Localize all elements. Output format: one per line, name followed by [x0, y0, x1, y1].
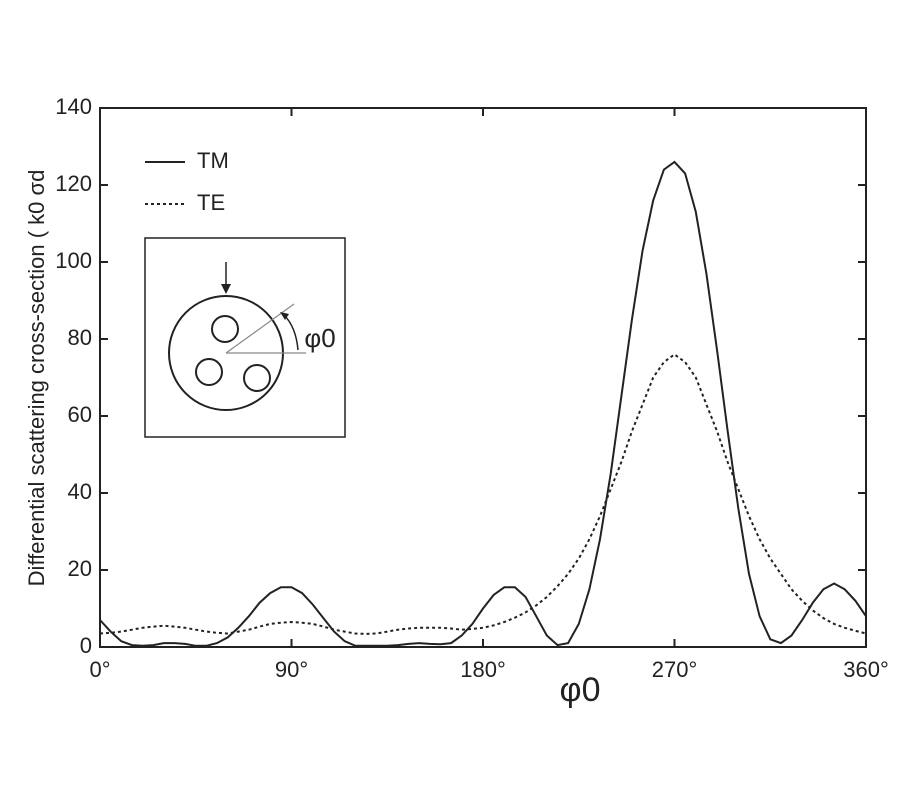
inset-angle-label: φ0 [304, 323, 335, 353]
rod [195, 358, 223, 386]
y-tick-label: 120 [55, 171, 92, 196]
series-line [99, 353, 867, 635]
x-tick-label: 0° [89, 657, 110, 682]
legend-label: TM [197, 148, 229, 173]
y-tick-label: 60 [68, 402, 92, 427]
legend-label: TE [197, 190, 225, 215]
rod [243, 364, 271, 392]
x-tick-label: 360° [843, 657, 889, 682]
inset: φ0 [144, 237, 346, 438]
x-tick-label: 180° [460, 657, 506, 682]
arc-head [280, 312, 289, 320]
y-tick-label: 20 [68, 556, 92, 581]
y-tick-label: 140 [55, 94, 92, 119]
y-tick-label: 100 [55, 248, 92, 273]
angle-line [225, 303, 295, 354]
arrow-head [221, 284, 231, 294]
inset-frame [144, 237, 346, 438]
y-tick-label: 80 [68, 325, 92, 350]
rod [211, 315, 239, 343]
y-tick-label: 0 [80, 633, 92, 658]
y-axis-label: Differential scattering cross-section ( … [24, 170, 49, 587]
x-axis-label: φ0 [560, 671, 601, 709]
series-line [99, 160, 867, 647]
y-tick-label: 40 [68, 479, 92, 504]
x-tick-label: 270° [652, 657, 698, 682]
x-tick-label: 90° [275, 657, 308, 682]
